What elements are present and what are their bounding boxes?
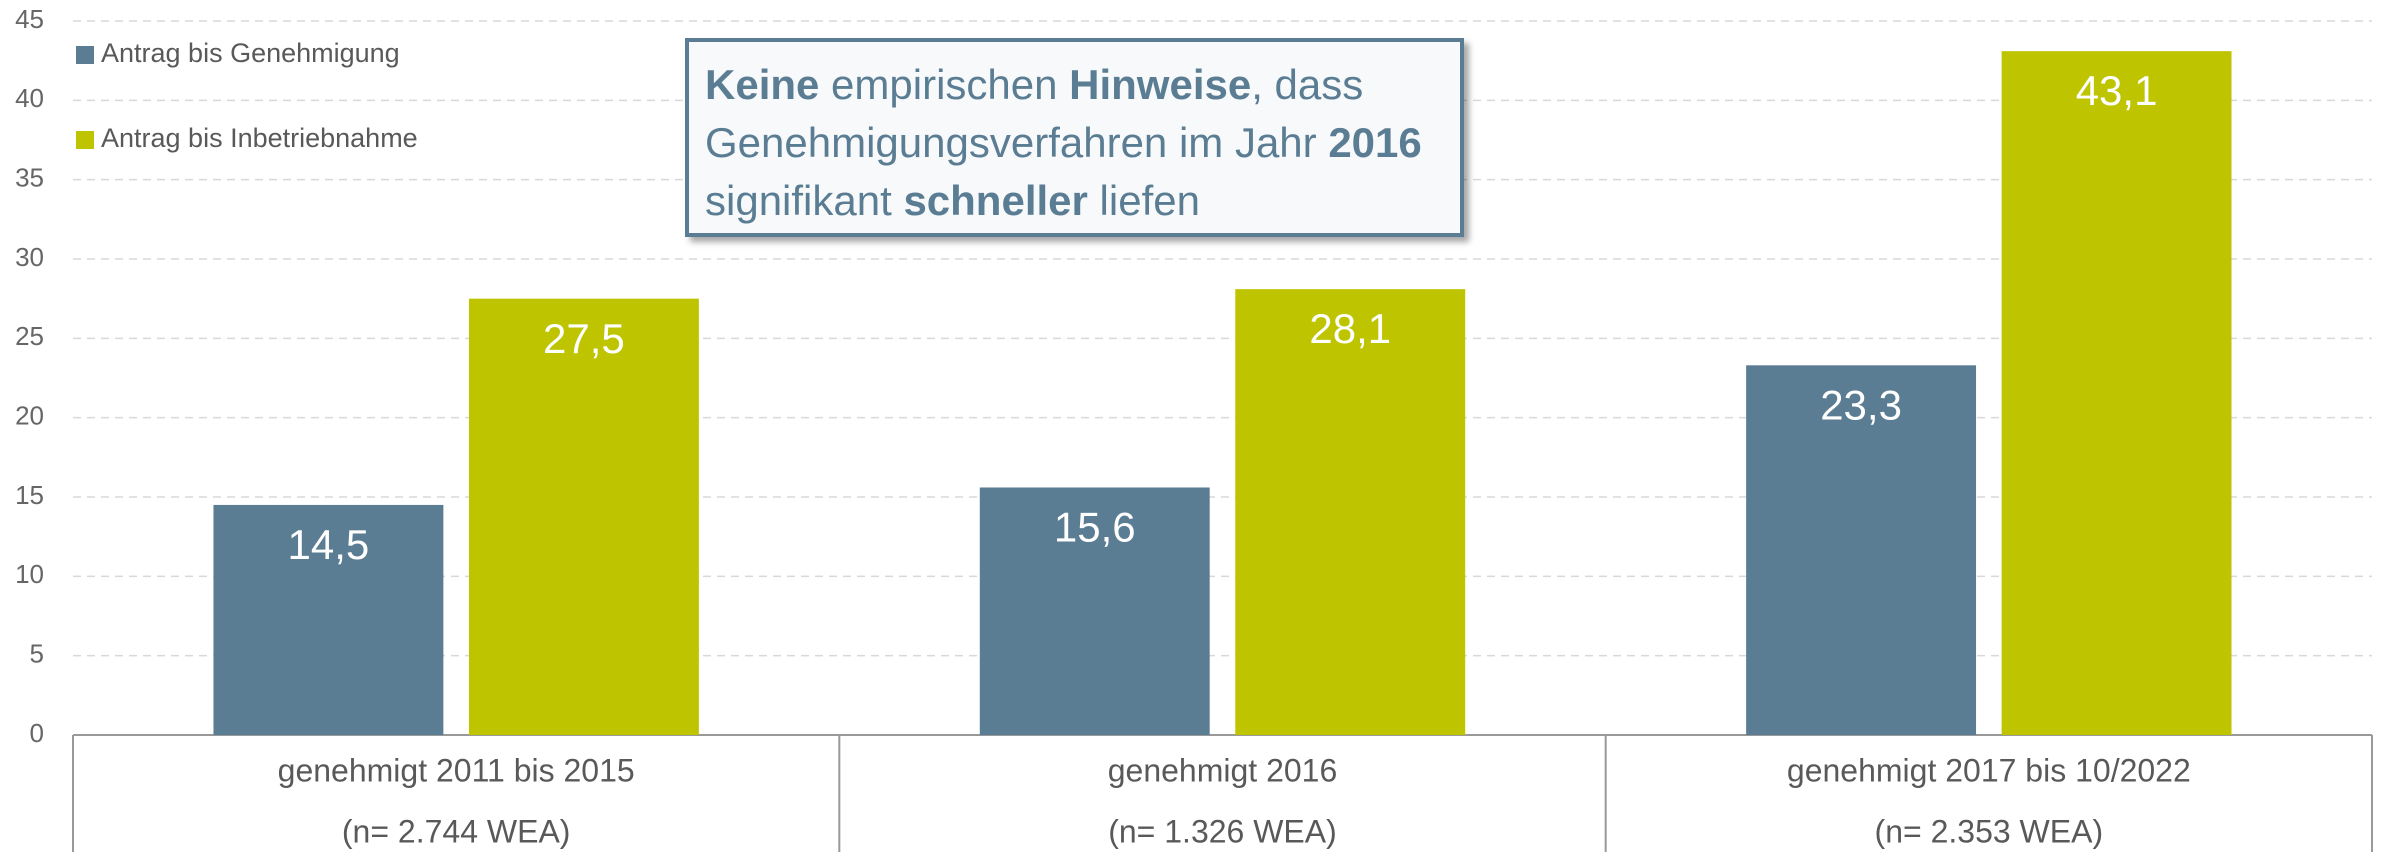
y-tick-label: 25 — [15, 321, 44, 351]
x-tick-label: genehmigt 2016 — [1108, 752, 1338, 788]
bar — [1746, 365, 1977, 735]
y-tick-label: 40 — [15, 83, 44, 113]
data-label: 28,1 — [1309, 305, 1391, 352]
legend-swatch — [76, 131, 94, 149]
annotation: Keine empirischen Hinweise, dass Genehmi… — [685, 38, 1464, 237]
y-tick-label: 20 — [15, 401, 44, 431]
y-tick-label: 45 — [15, 4, 44, 34]
legend-label: Antrag bis Genehmigung — [101, 38, 400, 68]
annotation-text: 2016 — [1328, 119, 1422, 166]
y-tick-label: 30 — [15, 242, 44, 272]
legend-swatch — [76, 46, 94, 64]
x-tick-label: genehmigt 2011 bis 2015 — [278, 752, 635, 788]
y-tick-label: 35 — [15, 163, 44, 193]
data-label: 14,5 — [288, 521, 370, 568]
data-label: 43,1 — [2076, 67, 2158, 114]
bar — [1235, 289, 1466, 735]
bar — [2001, 51, 2232, 735]
x-tick-note: (n= 2.353 WEA) — [1875, 813, 2104, 849]
data-label: 27,5 — [543, 315, 625, 362]
legend-label: Antrag bis Inbetriebnahme — [101, 123, 418, 153]
annotation-text: signifikant — [705, 177, 904, 224]
annotation-text: , dass Genehmigungsverfahren im Jahr — [705, 61, 1364, 166]
bar — [979, 487, 1210, 735]
x-tick-note: (n= 1.326 WEA) — [1108, 813, 1337, 849]
y-tick-label: 15 — [15, 480, 44, 510]
annotation-text: Hinweise — [1069, 61, 1252, 108]
y-tick-label: 10 — [15, 559, 44, 589]
bar — [213, 504, 444, 735]
y-tick-label: 0 — [30, 718, 44, 748]
annotation-text: empirischen — [819, 61, 1070, 108]
data-label: 23,3 — [1820, 381, 1902, 428]
annotation-text: liefen — [1087, 177, 1200, 224]
x-tick-note: (n= 2.744 WEA) — [342, 813, 571, 849]
x-tick-label: genehmigt 2017 bis 10/2022 — [1787, 752, 2191, 788]
bar — [468, 298, 699, 735]
y-tick-label: 5 — [30, 639, 44, 669]
data-label: 15,6 — [1054, 504, 1136, 551]
annotation-text: Keine — [705, 61, 820, 108]
annotation-text: schneller — [903, 177, 1088, 224]
